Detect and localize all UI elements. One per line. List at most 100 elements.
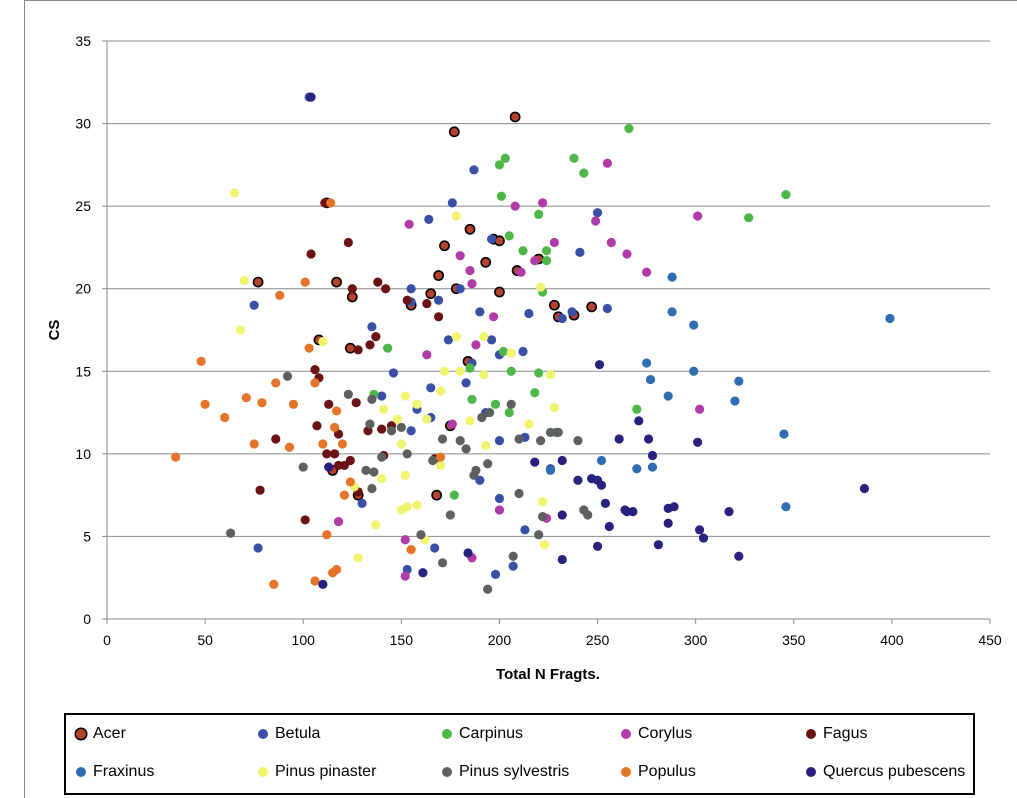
data-point — [520, 525, 530, 535]
data-point — [424, 214, 434, 224]
legend-item: Betula — [258, 725, 320, 743]
data-point — [337, 439, 348, 449]
series-carpinus — [369, 123, 791, 500]
data-point — [257, 398, 267, 408]
data-point — [241, 393, 251, 403]
data-point — [465, 416, 475, 426]
data-point — [412, 399, 422, 409]
data-point — [496, 191, 507, 201]
data-point — [693, 211, 703, 221]
y-tick-label: 5 — [83, 528, 91, 544]
data-point — [284, 442, 295, 452]
data-point — [506, 348, 516, 358]
legend-item: Corylus — [621, 725, 692, 743]
data-point — [545, 465, 556, 475]
data-point — [524, 308, 534, 319]
data-point — [455, 366, 465, 376]
data-point — [494, 235, 505, 247]
series-betula — [249, 92, 612, 580]
legend-marker — [258, 729, 268, 739]
data-point — [744, 213, 754, 223]
data-point — [404, 219, 414, 229]
data-point — [333, 516, 344, 527]
data-point — [377, 474, 387, 484]
data-point — [400, 470, 410, 480]
data-point — [418, 568, 428, 578]
data-point — [663, 518, 673, 528]
data-point — [365, 419, 375, 429]
data-point — [557, 510, 567, 520]
data-point — [604, 521, 614, 532]
data-point — [455, 251, 465, 261]
data-point — [269, 579, 279, 589]
data-point — [534, 530, 544, 540]
data-point — [461, 378, 471, 388]
data-point — [506, 399, 516, 409]
data-point — [447, 198, 457, 208]
x-tick-label: 350 — [782, 632, 806, 648]
legend-marker — [621, 767, 631, 777]
data-point — [667, 307, 677, 317]
y-tick-label: 10 — [75, 446, 91, 462]
data-point — [693, 437, 703, 447]
data-point — [253, 543, 263, 553]
series-populus — [171, 198, 446, 589]
y-axis-title: CS — [46, 320, 63, 341]
data-point — [252, 276, 264, 288]
legend-item: Fagus — [806, 725, 867, 743]
legend-item: Fraxinus — [76, 763, 154, 781]
legend-item: Pinus pinaster — [258, 763, 376, 781]
data-point — [486, 335, 497, 345]
data-point — [490, 399, 501, 409]
x-tick-label: 250 — [586, 632, 610, 648]
data-point — [235, 325, 246, 335]
data-point — [530, 388, 540, 398]
data-point — [330, 449, 340, 459]
data-point — [434, 312, 444, 322]
data-point — [516, 267, 526, 277]
data-point — [483, 459, 493, 469]
series-fraxinus — [545, 272, 895, 512]
data-point — [602, 158, 612, 168]
data-point — [357, 498, 367, 508]
data-point — [575, 247, 585, 257]
data-point — [275, 290, 285, 300]
data-point — [439, 240, 450, 252]
data-point — [734, 551, 744, 561]
legend-marker — [76, 767, 86, 777]
x-tick-label: 50 — [197, 632, 213, 648]
data-point — [344, 342, 356, 354]
data-point — [347, 284, 357, 294]
series-fagus — [255, 198, 444, 525]
data-point — [663, 391, 673, 401]
data-point — [504, 231, 514, 241]
data-point — [590, 216, 601, 226]
data-point — [426, 383, 436, 393]
data-point — [557, 554, 567, 565]
legend-marker — [442, 767, 452, 777]
data-point — [781, 502, 791, 512]
data-point — [557, 313, 567, 324]
legend-label: Pinus sylvestris — [459, 763, 570, 780]
legend-label: Carpinus — [459, 725, 524, 742]
y-tick-label: 0 — [83, 611, 91, 627]
data-point — [435, 452, 446, 462]
legend-item: Pinus sylvestris — [442, 763, 569, 781]
data-point — [594, 360, 605, 370]
data-point — [345, 477, 355, 487]
data-point — [433, 270, 445, 281]
data-point — [367, 394, 377, 404]
data-point — [698, 533, 709, 543]
data-point — [416, 530, 426, 540]
data-point — [402, 295, 412, 305]
data-point — [634, 416, 644, 426]
data-point — [353, 345, 363, 355]
data-point — [345, 455, 355, 466]
data-point — [435, 386, 446, 396]
data-point — [339, 490, 350, 500]
data-point — [592, 541, 603, 551]
data-point — [486, 234, 497, 244]
data-point — [422, 414, 432, 424]
data-points — [171, 92, 895, 594]
chart-frame — [24, 0, 1017, 798]
